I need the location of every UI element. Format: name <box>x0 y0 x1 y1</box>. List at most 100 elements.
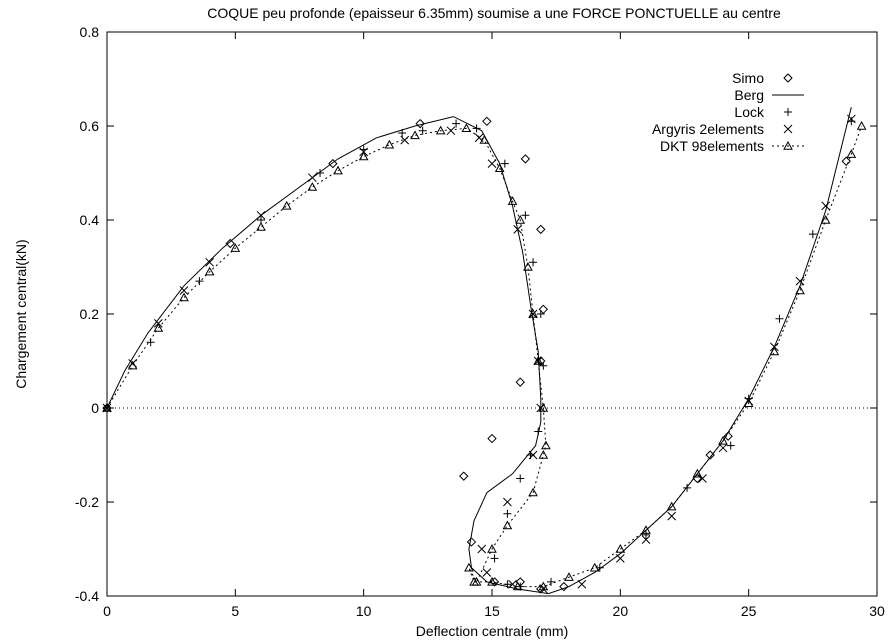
data-point-argyris-2elements <box>487 159 497 168</box>
series-line-berg <box>106 107 852 595</box>
data-point-dkt-98elements <box>469 576 479 586</box>
data-point-dkt-98elements <box>502 520 513 530</box>
x-tick-label: 15 <box>484 603 500 619</box>
data-point-simo <box>482 116 492 127</box>
data-point-argyris-2elements <box>641 535 651 544</box>
data-point-argyris-2elements <box>528 450 538 460</box>
data-point-dkt-98elements <box>538 449 549 459</box>
series-layer <box>102 107 867 595</box>
data-point-dkt-98elements <box>769 346 780 356</box>
data-point-dkt-98elements <box>384 139 395 149</box>
series-simo <box>102 116 851 594</box>
axis-ticks: 0 5 10 15 20 25 30 -0.4 -0.2 0 0.2 0.4 0.6 0.8 <box>75 24 885 619</box>
data-point-dkt-98elements <box>127 360 138 370</box>
data-point-lock <box>195 277 204 286</box>
data-point-lock <box>503 580 512 589</box>
data-point-simo <box>415 118 425 129</box>
data-point-dkt-98elements <box>435 125 446 135</box>
legend-marker-lock <box>784 108 792 116</box>
data-point-dkt-98elements <box>204 266 215 276</box>
data-point-lock <box>536 310 545 318</box>
data-point-lock <box>500 159 509 168</box>
data-point-argyris-2elements <box>205 257 215 267</box>
data-point-dkt-98elements <box>743 398 754 407</box>
data-point-lock <box>490 554 499 563</box>
data-point-lock <box>472 124 481 133</box>
data-point-lock <box>521 211 530 220</box>
data-point-dkt-98elements <box>846 149 857 158</box>
data-point-dkt-98elements <box>464 562 474 572</box>
chart-title: COQUE peu profonde (epaisseur 6.35mm) so… <box>207 5 781 21</box>
series-lock <box>103 117 856 591</box>
data-point-dkt-98elements <box>589 562 600 572</box>
data-point-simo <box>487 433 497 444</box>
data-point-argyris-2elements <box>513 225 523 234</box>
data-point-dkt-98elements <box>795 285 805 295</box>
x-tick-label: 5 <box>231 603 239 619</box>
x-tick-label: 0 <box>103 603 111 619</box>
data-point-simo <box>328 158 338 169</box>
data-point-simo <box>520 154 531 164</box>
legend-marker-argyris-2elements <box>783 124 793 134</box>
data-point-argyris-2elements <box>446 126 456 136</box>
data-point-dkt-98elements <box>512 581 523 591</box>
data-point-dkt-98elements <box>718 435 728 445</box>
data-point-lock <box>452 119 461 128</box>
data-point-dkt-98elements <box>515 214 526 224</box>
data-point-lock <box>547 577 556 586</box>
data-point-lock <box>529 258 538 267</box>
data-point-dkt-98elements <box>461 123 472 133</box>
data-point-dkt-98elements <box>533 355 544 365</box>
data-point-simo <box>489 577 500 587</box>
legend-marker-simo <box>783 73 793 83</box>
data-point-argyris-2elements <box>533 356 543 366</box>
data-point-dkt-98elements <box>692 468 703 478</box>
y-tick-label: 0.2 <box>80 306 100 322</box>
data-point-dkt-98elements <box>641 525 651 534</box>
legend-label-argyris-2elements: Argyris 2elements <box>652 121 764 137</box>
y-tick-label: 0.6 <box>80 118 100 134</box>
data-point-dkt-98elements <box>153 323 164 332</box>
data-point-simo <box>515 377 525 387</box>
series-berg <box>106 107 852 595</box>
data-point-lock <box>775 314 784 323</box>
data-point-dkt-98elements <box>820 214 831 224</box>
data-point-argyris-2elements <box>477 544 487 554</box>
data-point-argyris-2elements <box>577 579 587 589</box>
data-point-dkt-98elements <box>479 135 490 144</box>
data-point-dkt-98elements <box>528 308 538 318</box>
data-point-simo <box>559 581 569 592</box>
data-point-argyris-2elements <box>400 135 410 145</box>
data-point-lock <box>683 483 692 492</box>
data-point-dkt-98elements <box>102 402 112 412</box>
data-point-dkt-98elements <box>494 163 505 172</box>
data-point-simo <box>841 156 851 166</box>
data-point-argyris-2elements <box>795 276 805 286</box>
data-point-simo <box>723 431 733 441</box>
data-point-lock <box>316 169 325 177</box>
series-dkt-98elements <box>102 120 867 591</box>
data-point-argyris-2elements <box>821 201 831 211</box>
legend-marker-dkt-98elements <box>783 140 793 150</box>
data-point-dkt-98elements <box>523 261 533 271</box>
data-point-dkt-98elements <box>358 151 369 161</box>
data-point-dkt-98elements <box>538 402 549 412</box>
data-point-lock <box>398 129 407 138</box>
data-point-lock <box>516 474 525 483</box>
data-point-argyris-2elements <box>615 554 625 563</box>
data-point-dkt-98elements <box>487 576 497 586</box>
data-point-dkt-98elements <box>666 501 677 511</box>
data-point-dkt-98elements <box>856 120 867 130</box>
data-point-argyris-2elements <box>307 173 317 183</box>
data-point-argyris-2elements <box>503 497 512 507</box>
data-point-argyris-2elements <box>718 443 728 453</box>
data-point-dkt-98elements <box>307 182 318 191</box>
series-line-dkt-98elements <box>106 125 863 588</box>
data-point-dkt-98elements <box>230 243 241 252</box>
data-point-dkt-98elements <box>538 581 549 591</box>
data-point-lock <box>503 509 512 518</box>
data-point-dkt-98elements <box>615 543 626 553</box>
x-axis-label: Deflection centrale (mm) <box>416 623 569 639</box>
x-tick-label: 30 <box>869 603 885 619</box>
